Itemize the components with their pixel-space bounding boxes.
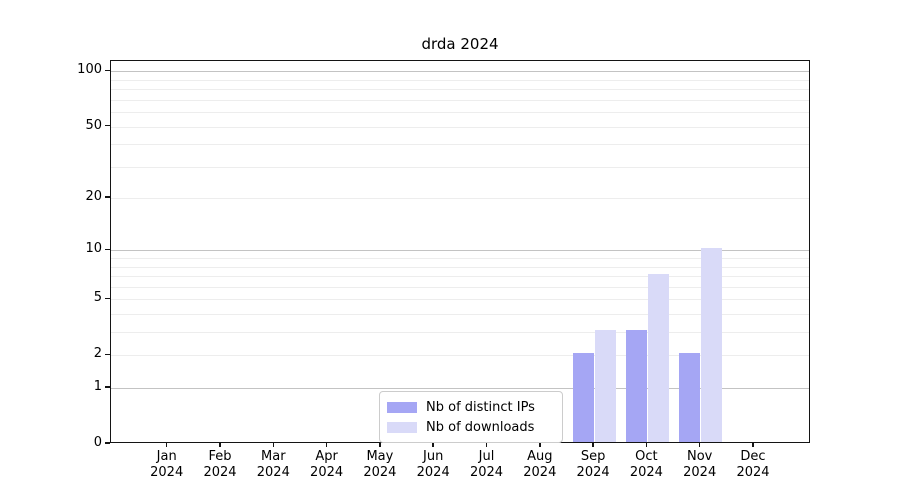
x-tick-label: Jul 2024 xyxy=(455,449,519,481)
minor-gridline xyxy=(111,79,809,81)
x-tick-mark xyxy=(165,443,168,447)
x-tick-month: Jan xyxy=(156,449,177,464)
x-tick-year: 2024 xyxy=(736,465,770,480)
x-tick-month: Dec xyxy=(740,449,766,464)
x-tick-year: 2024 xyxy=(310,465,344,480)
legend-entry: Nb of downloads xyxy=(387,417,556,437)
y-tick-label: 100 xyxy=(77,62,102,78)
minor-gridline xyxy=(111,126,809,128)
x-tick-year: 2024 xyxy=(576,465,610,480)
x-tick-month: Oct xyxy=(635,449,658,464)
chart-title: drda 2024 xyxy=(421,35,499,53)
x-tick-mark xyxy=(698,443,701,447)
x-tick-mark xyxy=(325,443,328,447)
y-tick-mark xyxy=(105,248,110,251)
bar-distinct-ips xyxy=(572,353,594,442)
x-tick-mark xyxy=(272,443,275,447)
plot-area: Nb of distinct IPs Nb of downloads xyxy=(110,60,810,443)
legend-swatch xyxy=(387,401,417,413)
minor-gridline xyxy=(111,266,809,268)
x-tick-mark xyxy=(645,443,648,447)
y-tick-mark xyxy=(105,297,110,300)
minor-gridline xyxy=(111,332,809,334)
x-tick-label: Feb 2024 xyxy=(188,449,252,481)
y-tick-label: 1 xyxy=(93,379,102,394)
legend-swatch xyxy=(387,421,417,433)
x-tick-label: Nov 2024 xyxy=(668,449,732,481)
y-tick-label: 5 xyxy=(93,290,102,306)
legend-label: Nb of distinct IPs xyxy=(426,399,535,415)
bar-downloads xyxy=(594,330,616,442)
minor-gridline xyxy=(111,314,809,316)
minor-gridline xyxy=(111,166,809,168)
x-tick-mark xyxy=(592,443,594,447)
x-tick-mark xyxy=(219,443,221,447)
x-tick-label: Mar 2024 xyxy=(241,449,305,481)
x-tick-label: Dec 2024 xyxy=(721,449,785,481)
x-tick-label: May 2024 xyxy=(348,449,412,481)
x-tick-year: 2024 xyxy=(416,465,450,480)
minor-gridline xyxy=(111,112,809,114)
y-tick-mark xyxy=(105,69,110,72)
y-tick-mark xyxy=(105,353,110,356)
y-tick-label: 0 xyxy=(93,435,102,450)
x-tick-month: Jul xyxy=(478,449,495,464)
x-tick-year: 2024 xyxy=(629,465,663,480)
x-tick-label: Apr 2024 xyxy=(295,449,359,481)
y-tick-label: 20 xyxy=(85,189,102,205)
bar-distinct-ips xyxy=(679,353,701,442)
x-tick-year: 2024 xyxy=(256,465,290,480)
x-tick-month: Aug xyxy=(527,449,553,464)
legend-entry: Nb of distinct IPs xyxy=(387,397,556,417)
y-tick-mark xyxy=(105,124,110,127)
minor-gridline xyxy=(111,276,809,278)
x-tick-month: Mar xyxy=(261,449,286,464)
major-gridline xyxy=(111,71,809,73)
x-tick-label: Sep 2024 xyxy=(561,449,625,481)
x-tick-label: Jan 2024 xyxy=(135,449,199,481)
minor-gridline xyxy=(111,258,809,260)
x-tick-mark xyxy=(432,443,434,447)
bar-distinct-ips xyxy=(625,330,647,442)
x-tick-month: Jun xyxy=(423,449,444,464)
bar-downloads xyxy=(647,274,669,442)
y-tick-mark xyxy=(105,196,110,198)
minor-gridline xyxy=(111,299,809,301)
minor-gridline xyxy=(111,144,809,146)
x-tick-month: Feb xyxy=(208,449,232,464)
x-tick-mark xyxy=(539,443,541,447)
minor-gridline xyxy=(111,89,809,91)
minor-gridline xyxy=(111,198,809,200)
minor-gridline xyxy=(111,99,809,101)
x-tick-label: Oct 2024 xyxy=(614,449,678,481)
x-tick-year: 2024 xyxy=(469,465,504,480)
x-tick-mark xyxy=(379,443,381,447)
major-gridline xyxy=(111,250,809,252)
y-tick-label: 50 xyxy=(85,117,102,133)
y-tick-label: 2 xyxy=(93,346,102,362)
y-tick-label: 10 xyxy=(85,241,102,257)
bar-downloads xyxy=(701,248,723,442)
x-tick-year: 2024 xyxy=(683,465,717,480)
x-tick-mark xyxy=(485,443,488,447)
x-tick-year: 2024 xyxy=(150,465,184,480)
y-tick-mark xyxy=(105,442,110,444)
x-tick-mark xyxy=(752,443,754,447)
x-tick-month: Apr xyxy=(315,449,338,464)
y-tick-mark xyxy=(105,386,110,388)
minor-gridline xyxy=(111,286,809,288)
major-gridline xyxy=(111,388,809,389)
minor-gridline xyxy=(111,355,809,357)
legend: Nb of distinct IPs Nb of downloads xyxy=(379,391,563,443)
x-tick-month: Nov xyxy=(687,449,713,464)
x-tick-month: Sep xyxy=(580,449,606,464)
x-tick-label: Aug 2024 xyxy=(508,449,572,481)
x-tick-label: Jun 2024 xyxy=(401,449,465,481)
x-tick-month: May xyxy=(366,449,394,464)
x-tick-year: 2024 xyxy=(363,465,397,480)
x-tick-year: 2024 xyxy=(523,465,557,480)
x-tick-year: 2024 xyxy=(203,465,237,480)
legend-label: Nb of downloads xyxy=(426,419,535,435)
